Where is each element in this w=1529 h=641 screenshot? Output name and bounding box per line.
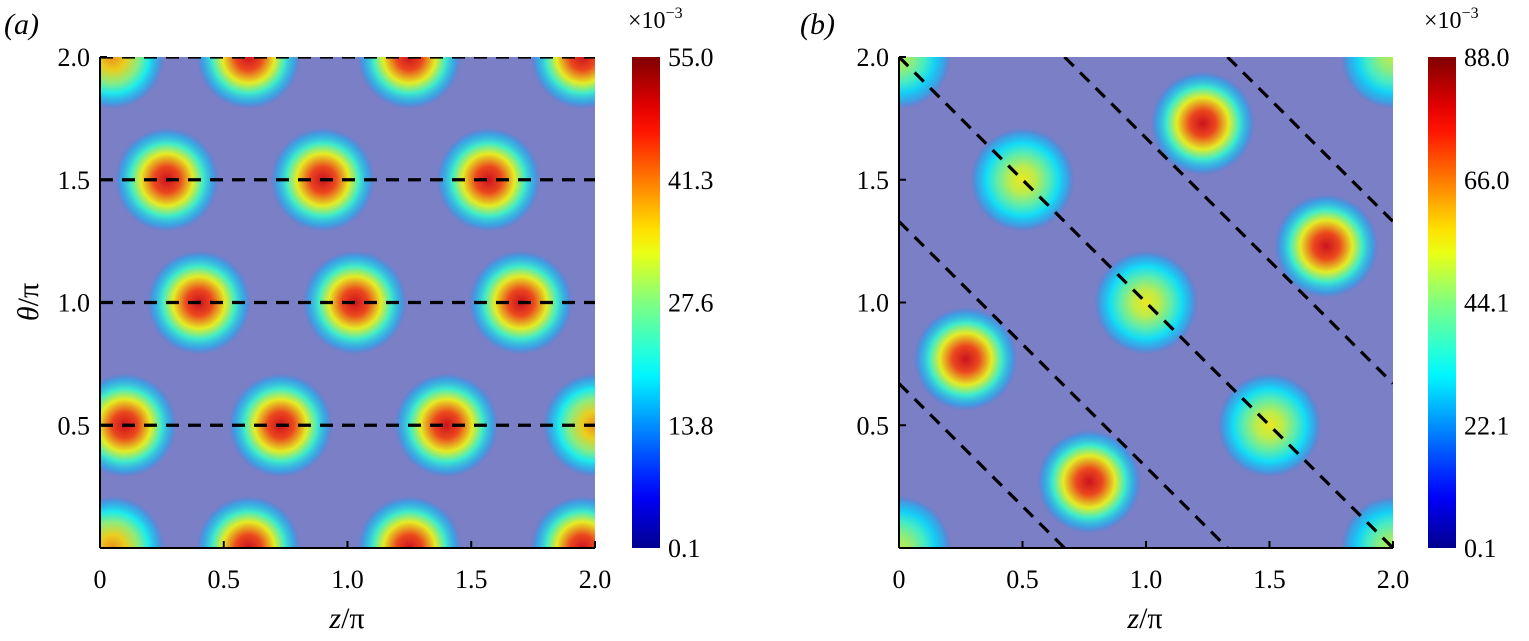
panel-b-multiplier-exp: −3	[1462, 5, 1479, 22]
panel-b-x-label-unit: /π	[1139, 602, 1162, 635]
intensity-spot	[436, 127, 541, 232]
dashed-guide-line	[1226, 57, 1393, 223]
colorbar-tick-label: 13.8	[668, 411, 714, 440]
colorbar-tick-label: 88.0	[1464, 43, 1510, 72]
panel-a-y-ticks: 0.5 1.0 1.5 2.0	[58, 43, 107, 440]
y-tick-label: 1.5	[58, 166, 91, 195]
y-tick-label: 2.0	[58, 43, 91, 72]
panel-a-y-label: θ/π	[12, 283, 45, 321]
colorbar-tick-label: 0.1	[668, 534, 701, 563]
panel-b-y-ticks: 0.5 1.0 1.5 2.0	[857, 43, 906, 440]
panel-a-x-label-var: z	[328, 602, 341, 635]
panel-b-multiplier-base: ×10	[1424, 8, 1462, 34]
panel-a-plot	[99, 57, 595, 549]
panel-b-label: (b)	[800, 8, 835, 41]
dashed-guide-line	[1063, 57, 1393, 385]
panel-b-colorbar-multiplier: ×10−3	[1424, 5, 1479, 34]
dashed-guide-line	[899, 382, 1066, 548]
panel-a-colorbar-multiplier: ×10−3	[628, 5, 683, 34]
x-tick-label: 1.5	[1253, 565, 1286, 594]
intensity-spot	[1274, 194, 1379, 298]
intensity-spot	[899, 496, 951, 548]
panel-a-x-label: z/π	[328, 602, 364, 635]
y-tick-label: 0.5	[857, 411, 890, 440]
panel-a-y-label-unit: /π	[12, 283, 45, 306]
colorbar-tick-label: 22.1	[1464, 411, 1510, 440]
intensity-spot	[1150, 71, 1255, 176]
intensity-spot	[1341, 496, 1393, 548]
panel-b: (b) 0 0.5 1.0 1.5 2.0 0.5 1.0 1.5 2.0 z/π 0.1 22…	[800, 5, 1510, 635]
intensity-spot	[899, 57, 951, 109]
intensity-spot	[357, 57, 462, 109]
intensity-spot	[530, 496, 595, 548]
x-tick-label: 1.5	[455, 565, 488, 594]
x-tick-label: 1.0	[331, 565, 364, 594]
intensity-spot	[357, 496, 462, 548]
dashed-guide-line	[899, 220, 1229, 548]
intensity-spot	[196, 496, 301, 548]
panel-a-y-label-var: θ	[12, 306, 45, 321]
y-tick-label: 0.5	[58, 411, 91, 440]
intensity-spot	[1341, 57, 1393, 109]
panel-a-label: (a)	[4, 8, 39, 41]
panel-a-multiplier-base: ×10	[628, 8, 666, 34]
intensity-spot	[530, 57, 595, 109]
panel-b-x-label-var: z	[1126, 602, 1139, 635]
dashed-guide-line	[899, 57, 1393, 548]
x-tick-label: 0.5	[208, 565, 241, 594]
heatmap-field	[100, 57, 595, 548]
x-tick-label: 0.5	[1006, 565, 1039, 594]
y-tick-label: 1.0	[857, 289, 890, 318]
colorbar-tick-label: 55.0	[668, 43, 714, 72]
intensity-spot	[196, 57, 301, 109]
intensity-spot	[913, 307, 1018, 411]
colorbar-tick-label: 41.3	[668, 166, 714, 195]
intensity-spot	[100, 57, 165, 109]
x-tick-label: 2.0	[579, 565, 612, 594]
panel-b-x-ticks: 0 0.5 1.0 1.5 2.0	[893, 541, 1410, 594]
colorbar-tick-label: 44.1	[1464, 289, 1510, 318]
x-tick-label: 1.0	[1130, 565, 1163, 594]
colorbar-gradient	[1428, 57, 1456, 548]
colorbar-tick-label: 66.0	[1464, 166, 1510, 195]
panel-b-plot	[898, 57, 1393, 549]
panel-a-multiplier-exp: −3	[666, 5, 683, 22]
colorbar-tick-label: 27.6	[668, 289, 714, 318]
x-tick-label: 2.0	[1377, 565, 1410, 594]
intensity-spot	[100, 373, 177, 478]
panel-b-colorbar: 0.1 22.1 44.1 66.0 88.0	[1428, 43, 1510, 563]
x-tick-label: 0	[893, 565, 906, 594]
panel-b-x-label: z/π	[1126, 602, 1162, 635]
colorbar-tick-label: 0.1	[1464, 534, 1497, 563]
intensity-spot	[1037, 429, 1142, 534]
x-tick-label: 0	[94, 565, 107, 594]
panel-a: (a) 0 0.5 1.0 1.5 2.0 0.5 1.0 1.5 2.0 z/π θ/π 0…	[4, 5, 714, 635]
panel-a-x-label-unit: /π	[341, 602, 364, 635]
y-tick-label: 1.5	[857, 166, 890, 195]
intensity-spot	[100, 496, 165, 548]
heatmap-field	[899, 57, 1393, 548]
panel-a-colorbar: 0.1 13.8 27.6 41.3 55.0	[632, 43, 714, 563]
y-tick-label: 1.0	[58, 289, 91, 318]
intensity-spot	[394, 373, 499, 478]
panel-a-x-ticks: 0 0.5 1.0 1.5 2.0	[94, 541, 612, 594]
colorbar-gradient	[632, 57, 660, 548]
y-tick-label: 2.0	[857, 43, 890, 72]
